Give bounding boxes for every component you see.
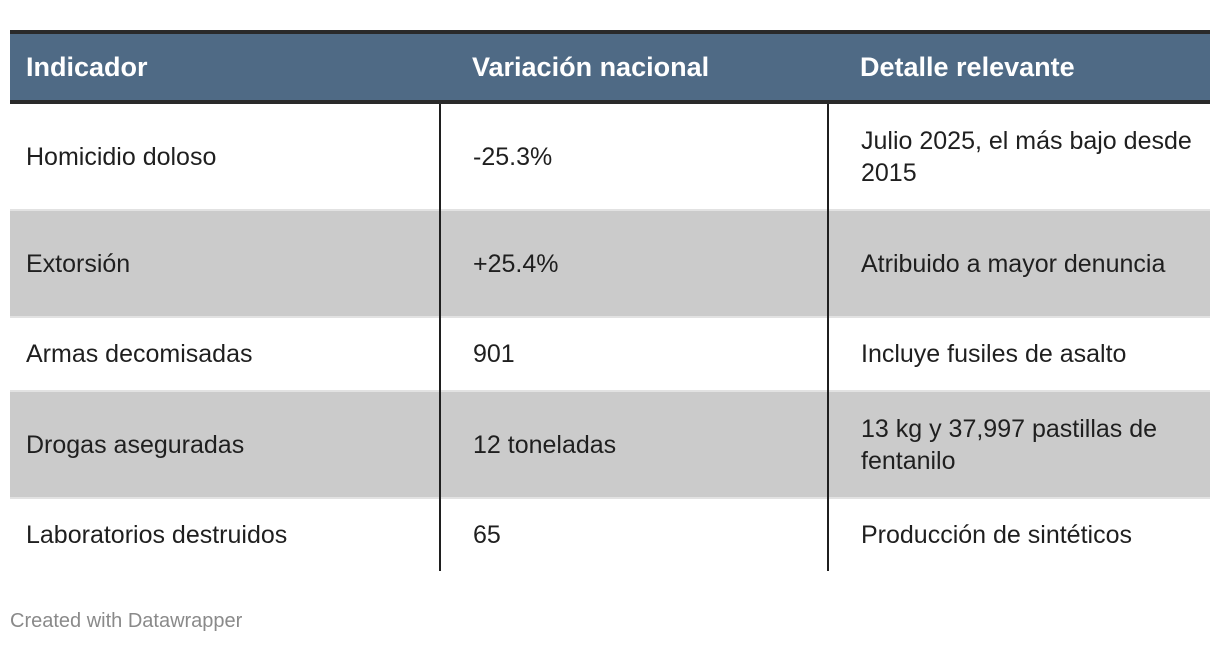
cell-indicador: Homicidio doloso xyxy=(26,142,217,171)
header-variacion: Variación nacional xyxy=(472,51,710,82)
table-header: Indicador Variación nacional Detalle rel… xyxy=(10,32,1210,102)
data-table-container: Indicador Variación nacional Detalle rel… xyxy=(10,30,1210,571)
cell-detalle: Producción de sintéticos xyxy=(827,498,1210,571)
cell-indicador: Laboratorios destruidos xyxy=(26,521,288,549)
header-detalle: Detalle relevante xyxy=(860,51,1075,82)
footer-credit: Created with Datawrapper xyxy=(10,610,243,632)
cell-indicador: Extorsión xyxy=(26,249,131,278)
cell-variacion: 65 xyxy=(439,498,828,571)
table-row: Extorsión +25.4% Atribuido a mayor denun… xyxy=(10,210,1210,317)
cell-detalle: Incluye fusiles de asalto xyxy=(827,317,1210,391)
cell-indicador: Drogas aseguradas xyxy=(26,430,245,459)
cell-detalle: Atribuido a mayor denuncia xyxy=(827,210,1210,317)
table-row: Homicidio doloso -25.3% Julio 2025, el m… xyxy=(10,102,1210,210)
cell-variacion: -25.3% xyxy=(439,102,828,210)
table-row: Armas decomisadas 901 Incluye fusiles de… xyxy=(10,317,1210,391)
cell-indicador: Armas decomisadas xyxy=(26,340,253,368)
cell-detalle: 13 kg y 37,997 pastillas de fentanilo xyxy=(827,391,1210,498)
cell-variacion: 12 toneladas xyxy=(439,391,828,498)
data-table: Indicador Variación nacional Detalle rel… xyxy=(10,30,1210,571)
header-row: Indicador Variación nacional Detalle rel… xyxy=(10,32,1210,102)
table-row: Laboratorios destruidos 65 Producción de… xyxy=(10,498,1210,571)
header-indicador: Indicador xyxy=(26,51,148,82)
cell-variacion: 901 xyxy=(439,317,828,391)
table-body: Homicidio doloso -25.3% Julio 2025, el m… xyxy=(10,102,1210,571)
table-row: Drogas aseguradas 12 toneladas 13 kg y 3… xyxy=(10,391,1210,498)
cell-detalle: Julio 2025, el más bajo desde 2015 xyxy=(827,102,1210,210)
cell-variacion: +25.4% xyxy=(439,210,828,317)
